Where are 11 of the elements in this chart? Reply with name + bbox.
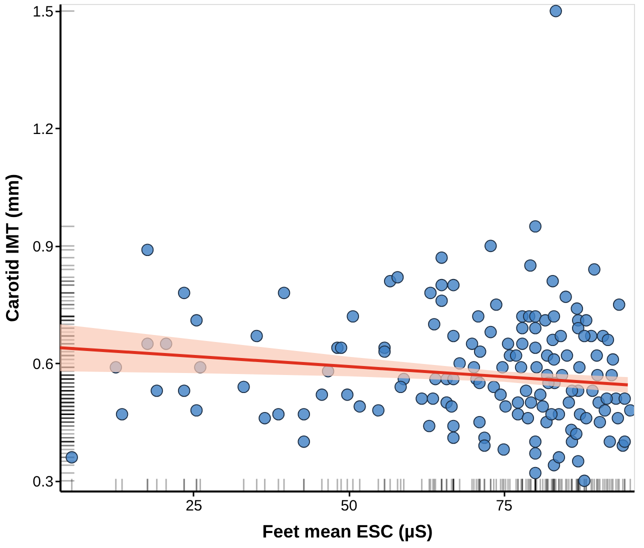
x-tick-label: 75 [496,498,513,514]
y-axis-title: Carotid IMT (mm) [2,174,23,322]
y-tick-label: 0.6 [32,356,54,373]
y-tick-label: 1.2 [32,120,54,138]
x-tick-label: 50 [340,498,358,514]
y-tick-label: 0.3 [32,473,54,490]
y-tick-label: 0.9 [32,238,54,256]
x-tick-label: 25 [186,498,202,514]
x-axis-title: Feet mean ESC (µS) [262,522,433,542]
line-series [60,346,630,386]
y-tick-label: 1.5 [32,4,54,21]
